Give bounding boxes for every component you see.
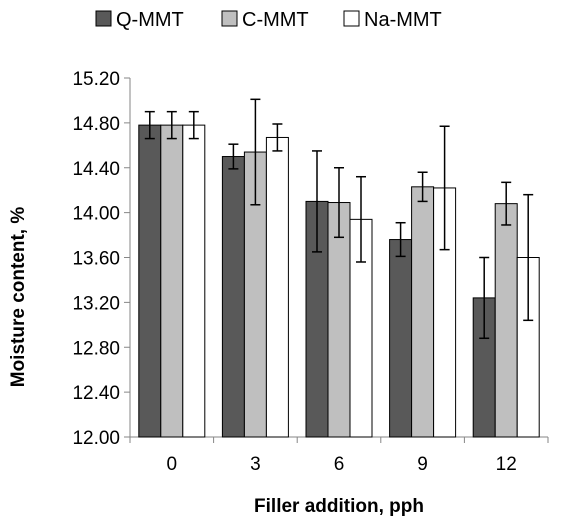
x-tick-label: 0 [167,454,178,475]
legend-label-q-mmt: Q-MMT [116,9,184,31]
bar-c-mmt-9 [411,186,435,438]
y-tick-label: 13.60 [72,249,120,270]
bar-c-mmt-12 [494,203,518,438]
bar-q-mmt-9 [389,239,413,438]
y-tick-label: 14.80 [72,114,120,135]
bar-c-mmt-0 [160,124,184,438]
y-tick-label: 13.20 [72,293,120,314]
y-axis: 12.00 12.40 12.80 13.20 13.60 14.00 14.40 14.80… [72,69,131,449]
bar-q-mmt-0 [138,124,162,438]
y-axis-title: Moisture content, % [8,207,29,388]
bar-na-mmt-3 [265,136,289,438]
y-tick-label: 12.40 [72,383,120,404]
x-tick-label: 12 [496,454,517,475]
x-tick-label: 6 [334,454,345,475]
y-tick-label: 14.40 [72,159,120,180]
x-tick-label: 3 [250,454,261,475]
bars-group [138,124,540,438]
legend-swatch-q-mmt [95,10,112,27]
bar-q-mmt-3 [221,156,245,438]
y-tick-label: 15.20 [72,69,120,90]
y-tick-label: 12.80 [72,338,120,359]
error-bars-group [144,98,534,340]
y-tick-label: 12.00 [72,428,120,449]
x-axis-title: Filler addition, pph [254,496,424,517]
legend-label-na-mmt: Na-MMT [364,9,442,31]
y-tick-label: 14.00 [72,204,120,225]
bar-na-mmt-0 [182,124,206,438]
x-axis: 0 3 6 9 12 [129,436,549,475]
legend-swatch-na-mmt [343,10,360,27]
x-tick-label: 9 [417,454,428,475]
legend: Q-MMT C-MMT Na-MMT [95,9,442,31]
legend-swatch-c-mmt [221,10,238,27]
legend-label-c-mmt: C-MMT [242,9,309,31]
